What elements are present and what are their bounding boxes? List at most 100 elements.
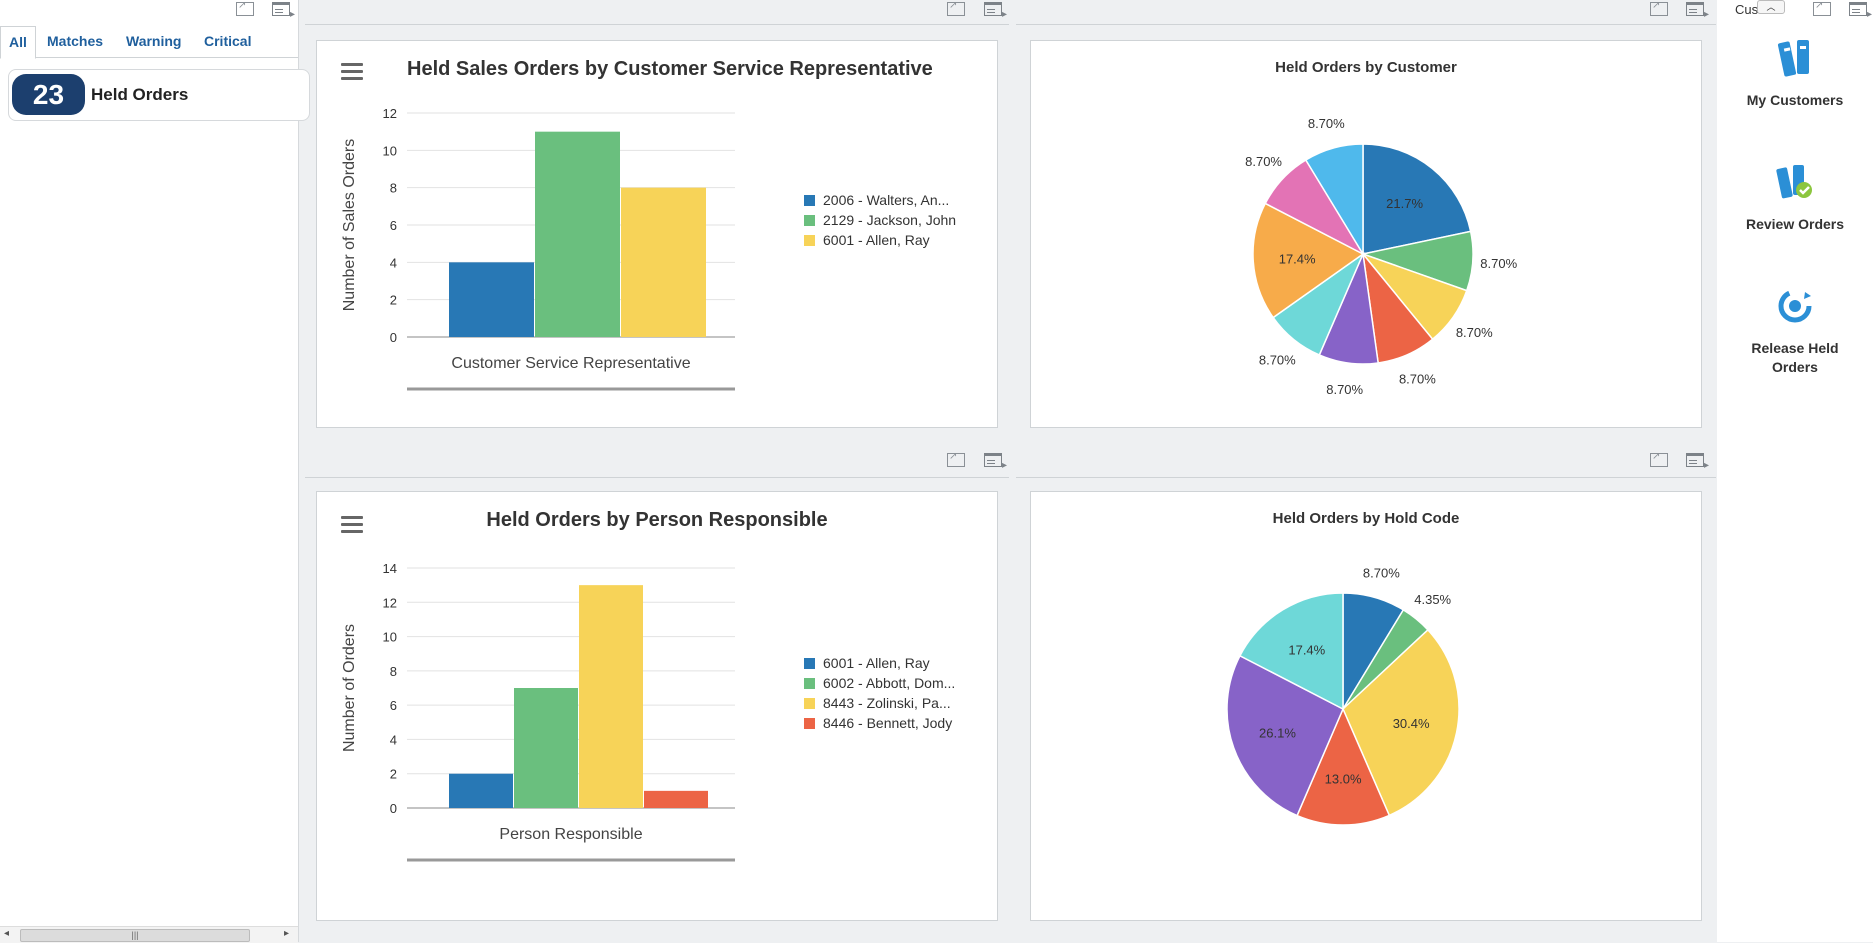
release-held-orders-label: Release Held Orders	[1751, 340, 1839, 375]
slice-label: 8.70%	[1326, 382, 1363, 397]
maximize-icon[interactable]	[1813, 0, 1831, 16]
tab-all[interactable]: All	[0, 26, 36, 59]
slice-label: 17.4%	[1288, 643, 1325, 658]
scroll-left-icon[interactable]: ◂	[4, 928, 10, 939]
slice-label: 26.1%	[1259, 725, 1296, 740]
scroll-right-icon[interactable]: ▸	[284, 928, 290, 939]
y-axis-label: Number of Sales Orders	[341, 139, 358, 312]
slice-label: 8.70%	[1456, 325, 1493, 340]
scroll-thumb[interactable]: |||	[20, 929, 250, 942]
slice-label: 8.70%	[1399, 372, 1436, 387]
tab-matches[interactable]: Matches	[47, 33, 104, 49]
bar-chart-person: 0 2 4 6 8 10 12 14 6001 - Allen, Ray 6002 - Abbot…	[341, 561, 955, 862]
export-icon[interactable]	[1686, 453, 1709, 471]
held-orders-label: Held Orders	[91, 85, 189, 104]
y-tick-label: 4	[390, 732, 397, 747]
legend-swatch	[804, 718, 815, 729]
chart-title: Held Orders by Customer	[1275, 59, 1457, 76]
slice-label: 30.4%	[1393, 716, 1430, 731]
export-icon[interactable]	[1686, 2, 1709, 20]
y-tick-label: 8	[390, 181, 397, 196]
review-orders-action[interactable]: Review Orders	[1717, 160, 1873, 234]
chart-menu-icon[interactable]	[341, 516, 363, 534]
chart-panel-hold-code: Held Orders by Hold Code 8.70% 4.35% 30.4%…	[1030, 491, 1702, 921]
chart-title: Held Sales Orders by Customer Service Re…	[407, 58, 933, 80]
maximize-icon[interactable]	[947, 451, 965, 467]
slice-label: 8.70%	[1480, 256, 1517, 271]
binders-icon	[1777, 40, 1809, 77]
y-tick-label: 14	[383, 561, 397, 576]
release-cycle-icon	[1778, 289, 1812, 323]
held-orders-count: 23	[12, 74, 85, 115]
y-tick-label: 12	[383, 106, 397, 121]
x-axis-label: Customer Service Representative	[451, 355, 690, 372]
chart-menu-icon[interactable]	[341, 63, 363, 81]
y-tick-label: 10	[383, 143, 397, 158]
export-icon[interactable]	[984, 2, 1007, 20]
pie-slice[interactable]	[1296, 707, 1391, 826]
pie-slice[interactable]	[1238, 592, 1344, 711]
legend-label[interactable]: 6002 - Abbott, Dom...	[823, 675, 955, 691]
bar[interactable]	[579, 585, 643, 808]
pie-slice[interactable]	[1342, 628, 1460, 817]
x-axis-label: Person Responsible	[499, 826, 642, 843]
collapse-icon[interactable]: ︿	[1757, 0, 1785, 14]
panel-divider	[1016, 477, 1716, 478]
legend-label[interactable]: 2006 - Walters, An...	[823, 192, 949, 208]
legend-swatch	[804, 195, 815, 206]
panel-divider	[1016, 24, 1716, 25]
export-icon[interactable]	[1849, 2, 1872, 20]
legend-label[interactable]: 8446 - Bennett, Jody	[823, 715, 952, 731]
chart-title: Held Orders by Person Responsible	[486, 509, 828, 531]
slice-label: 21.7%	[1386, 196, 1423, 211]
legend-swatch	[804, 215, 815, 226]
review-binders-icon	[1776, 165, 1812, 199]
chart-panel-csr: Held Sales Orders by Customer Service Re…	[316, 40, 998, 428]
bar-chart-csr: 0 2 4 6 8 10 12 2006 - Walters, An... 2129 - Jac…	[341, 106, 956, 391]
y-axis-label: Number of Orders	[341, 624, 358, 752]
maximize-icon[interactable]	[947, 0, 965, 16]
right-panel: Custo... ︿ My Customers Review Orders Re…	[1717, 0, 1873, 942]
export-icon[interactable]	[984, 453, 1007, 471]
legend-label[interactable]: 2129 - Jackson, John	[823, 212, 956, 228]
pie-chart-hold-code: 8.70% 4.35% 30.4% 13.0% 26.1% 17.4%	[1226, 565, 1460, 826]
slice-label: 8.70%	[1363, 565, 1400, 580]
y-tick-label: 6	[390, 218, 397, 233]
tab-critical[interactable]: Critical	[204, 33, 252, 49]
pie-slice[interactable]	[1226, 654, 1344, 817]
legend-label[interactable]: 6001 - Allen, Ray	[823, 232, 930, 248]
pie-slice[interactable]	[1304, 143, 1364, 257]
legend-label[interactable]: 6001 - Allen, Ray	[823, 655, 930, 671]
tab-warning[interactable]: Warning	[126, 33, 182, 49]
pie-slice[interactable]	[1252, 202, 1365, 319]
legend-swatch	[804, 235, 815, 246]
y-tick-label: 2	[390, 293, 397, 308]
left-panel: All Matches Warning Critical 23 Held Ord…	[0, 0, 310, 943]
legend-swatch	[804, 698, 815, 709]
maximize-icon[interactable]	[1650, 451, 1668, 467]
slice-label: 8.70%	[1259, 353, 1296, 368]
pie-chart-customer: 21.7% 8.70% 8.70% 8.70% 8.70% 8.70% 17.4% 8.70%…	[1245, 116, 1517, 397]
bar[interactable]	[644, 790, 708, 808]
release-held-orders-action[interactable]: Release Held Orders	[1717, 284, 1873, 377]
bar[interactable]	[535, 131, 620, 337]
my-customers-action[interactable]: My Customers	[1717, 36, 1873, 110]
horizontal-scrollbar[interactable]: ◂ ||| ▸	[0, 926, 298, 943]
pie-slice[interactable]	[1362, 143, 1472, 255]
y-tick-label: 12	[383, 595, 397, 610]
filter-tabs: All Matches Warning Critical	[0, 26, 298, 59]
export-icon[interactable]	[272, 2, 295, 20]
held-orders-card[interactable]: 23 Held Orders	[8, 69, 310, 121]
maximize-icon[interactable]	[236, 0, 254, 16]
panel-divider	[305, 24, 1009, 25]
bar[interactable]	[449, 262, 534, 337]
y-tick-label: 0	[390, 330, 397, 345]
bar[interactable]	[514, 688, 578, 808]
my-customers-label: My Customers	[1746, 92, 1844, 108]
legend-swatch	[804, 678, 815, 689]
maximize-icon[interactable]	[1650, 0, 1668, 16]
slice-label: 8.70%	[1245, 154, 1282, 169]
bar[interactable]	[449, 773, 513, 808]
bar[interactable]	[621, 187, 706, 337]
legend-label[interactable]: 8443 - Zolinski, Pa...	[823, 695, 951, 711]
